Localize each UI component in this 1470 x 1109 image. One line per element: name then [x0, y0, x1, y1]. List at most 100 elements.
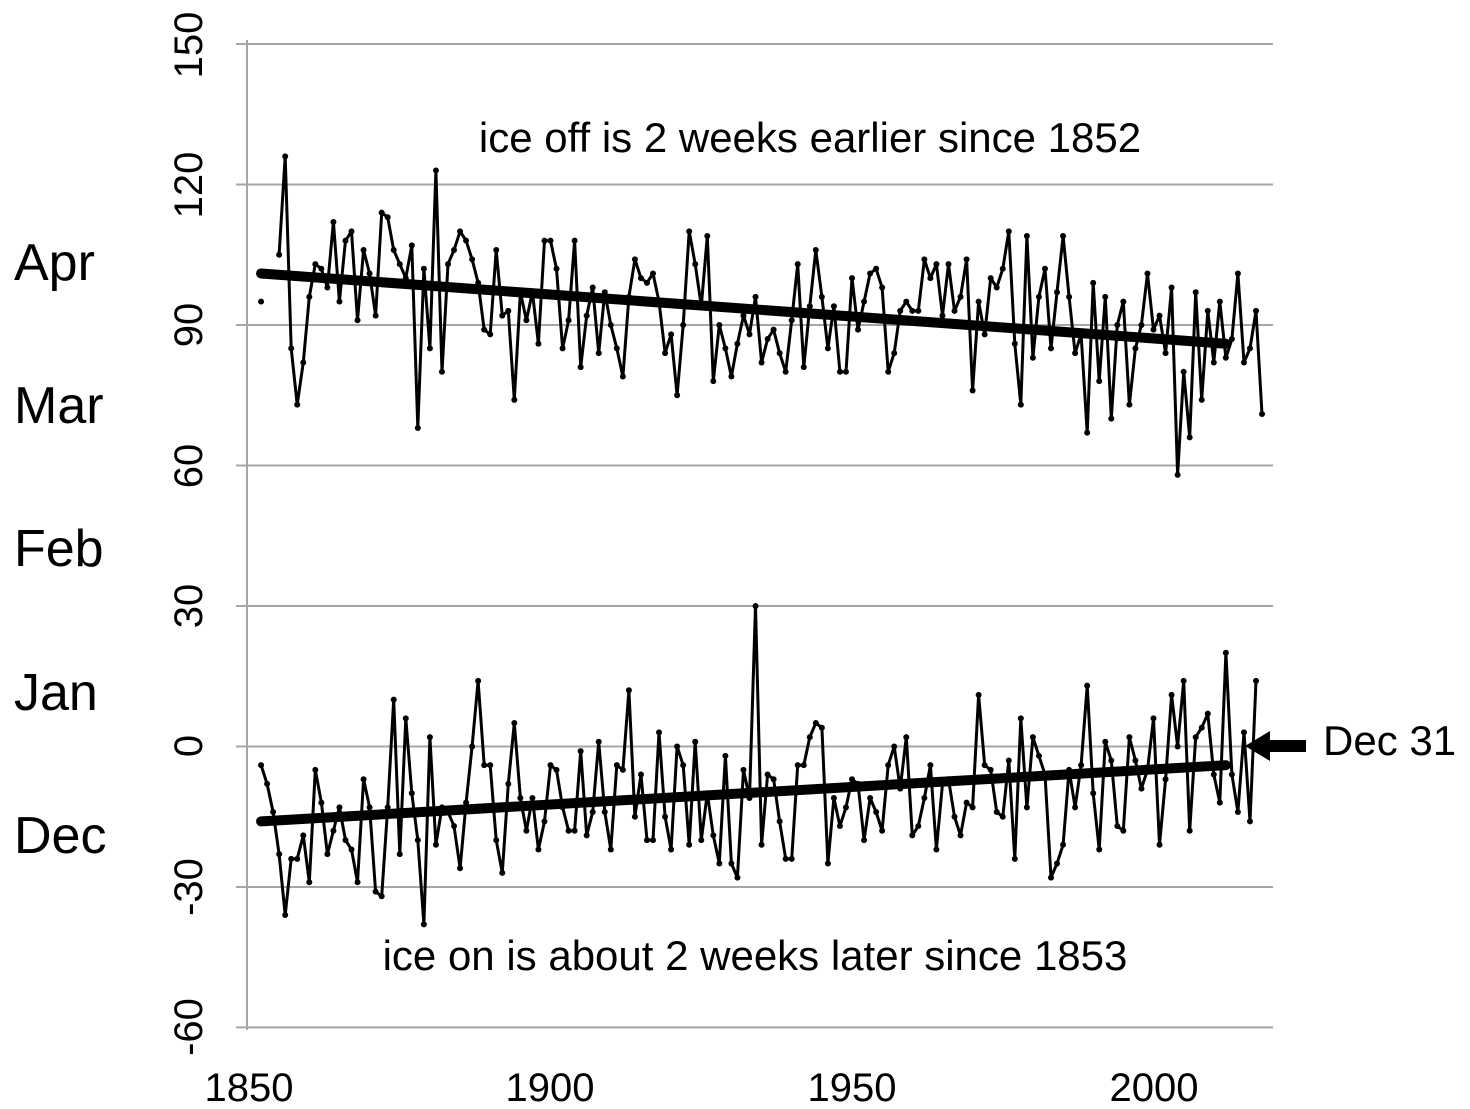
data-point: [565, 827, 572, 834]
data-point: [1216, 799, 1223, 806]
dec31-label: Dec 31: [1323, 717, 1456, 764]
data-point: [921, 794, 928, 801]
data-point: [879, 827, 886, 834]
data-point: [1222, 649, 1229, 656]
data-point: [680, 762, 687, 769]
data-point: [444, 261, 451, 268]
data-point: [330, 827, 337, 834]
data-point: [776, 350, 783, 357]
data-point: [619, 373, 626, 380]
data-point: [481, 326, 488, 333]
data-point: [885, 762, 892, 769]
data-point: [1090, 279, 1097, 286]
data-point: [535, 340, 542, 347]
data-point: [1240, 729, 1247, 736]
data-point: [1108, 415, 1115, 422]
data-point: [867, 270, 874, 277]
data-point: [1174, 743, 1181, 750]
data-point: [842, 368, 849, 375]
data-point: [469, 256, 476, 263]
data-point: [595, 738, 602, 745]
data-point: [499, 312, 506, 319]
data-point: [1120, 827, 1127, 834]
data-point: [1198, 724, 1205, 731]
data-point: [692, 738, 699, 745]
data-point: [891, 743, 898, 750]
data-point: [824, 860, 831, 867]
data-point: [619, 766, 626, 773]
data-point: [396, 261, 403, 268]
data-point: [686, 841, 693, 848]
data-point: [981, 762, 988, 769]
data-point: [1084, 682, 1091, 689]
data-point: [770, 326, 777, 333]
data-point: [481, 762, 488, 769]
data-point: [963, 256, 970, 263]
month-label: Dec: [14, 807, 106, 865]
data-point: [432, 167, 439, 174]
data-point: [607, 321, 614, 328]
data-point: [493, 247, 500, 254]
month-label: Mar: [14, 377, 104, 435]
data-point: [414, 837, 421, 844]
data-point: [770, 776, 777, 783]
data-point: [716, 321, 723, 328]
data-point: [559, 345, 566, 352]
data-point: [740, 312, 747, 319]
data-point: [324, 284, 331, 291]
x-tick-label: 2000: [1110, 1066, 1199, 1109]
data-point: [493, 837, 500, 844]
data-point: [577, 364, 584, 371]
data-point: [1035, 752, 1042, 759]
x-tick-label: 1950: [808, 1066, 897, 1109]
data-point: [746, 331, 753, 338]
data-point: [529, 794, 536, 801]
data-point: [879, 284, 886, 291]
data-point: [276, 851, 283, 858]
data-point: [818, 293, 825, 300]
data-point: [384, 804, 391, 811]
data-point: [1005, 757, 1012, 764]
left-arrow-icon: [1245, 731, 1306, 761]
data-point: [668, 331, 675, 338]
data-point: [487, 762, 494, 769]
data-point: [873, 809, 880, 816]
data-point: [1228, 336, 1235, 343]
data-point: [686, 228, 693, 235]
data-point: [607, 846, 614, 853]
data-point: [650, 270, 657, 277]
data-point: [674, 743, 681, 750]
data-point: [722, 345, 729, 352]
data-point: [1253, 677, 1260, 684]
data-point: [631, 813, 638, 820]
data-point: [1246, 345, 1253, 352]
dec31-marker: Dec 31: [1245, 717, 1456, 764]
data-point: [432, 841, 439, 848]
data-point: [1156, 841, 1163, 848]
data-point: [692, 261, 699, 268]
data-point: [788, 855, 795, 862]
data-point: [553, 265, 560, 272]
data-point: [601, 809, 608, 816]
data-point: [668, 846, 675, 853]
data-point: [1126, 734, 1133, 741]
data-point: [1108, 757, 1115, 764]
data-point: [372, 312, 379, 319]
data-point: [885, 368, 892, 375]
data-point: [999, 265, 1006, 272]
data-point: [1054, 860, 1061, 867]
data-point: [794, 762, 801, 769]
data-point: [867, 794, 874, 801]
data-point: [782, 368, 789, 375]
data-point: [1114, 823, 1121, 830]
data-point: [951, 813, 958, 820]
month-labels: Apr Mar Feb Jan Dec: [14, 234, 106, 865]
data-point: [517, 794, 524, 801]
data-point: [1234, 809, 1241, 816]
data-point: [969, 804, 976, 811]
data-point: [1204, 307, 1211, 314]
data-point: [1180, 368, 1187, 375]
data-point: [933, 261, 940, 268]
data-point: [1162, 776, 1169, 783]
data-point: [541, 237, 548, 244]
